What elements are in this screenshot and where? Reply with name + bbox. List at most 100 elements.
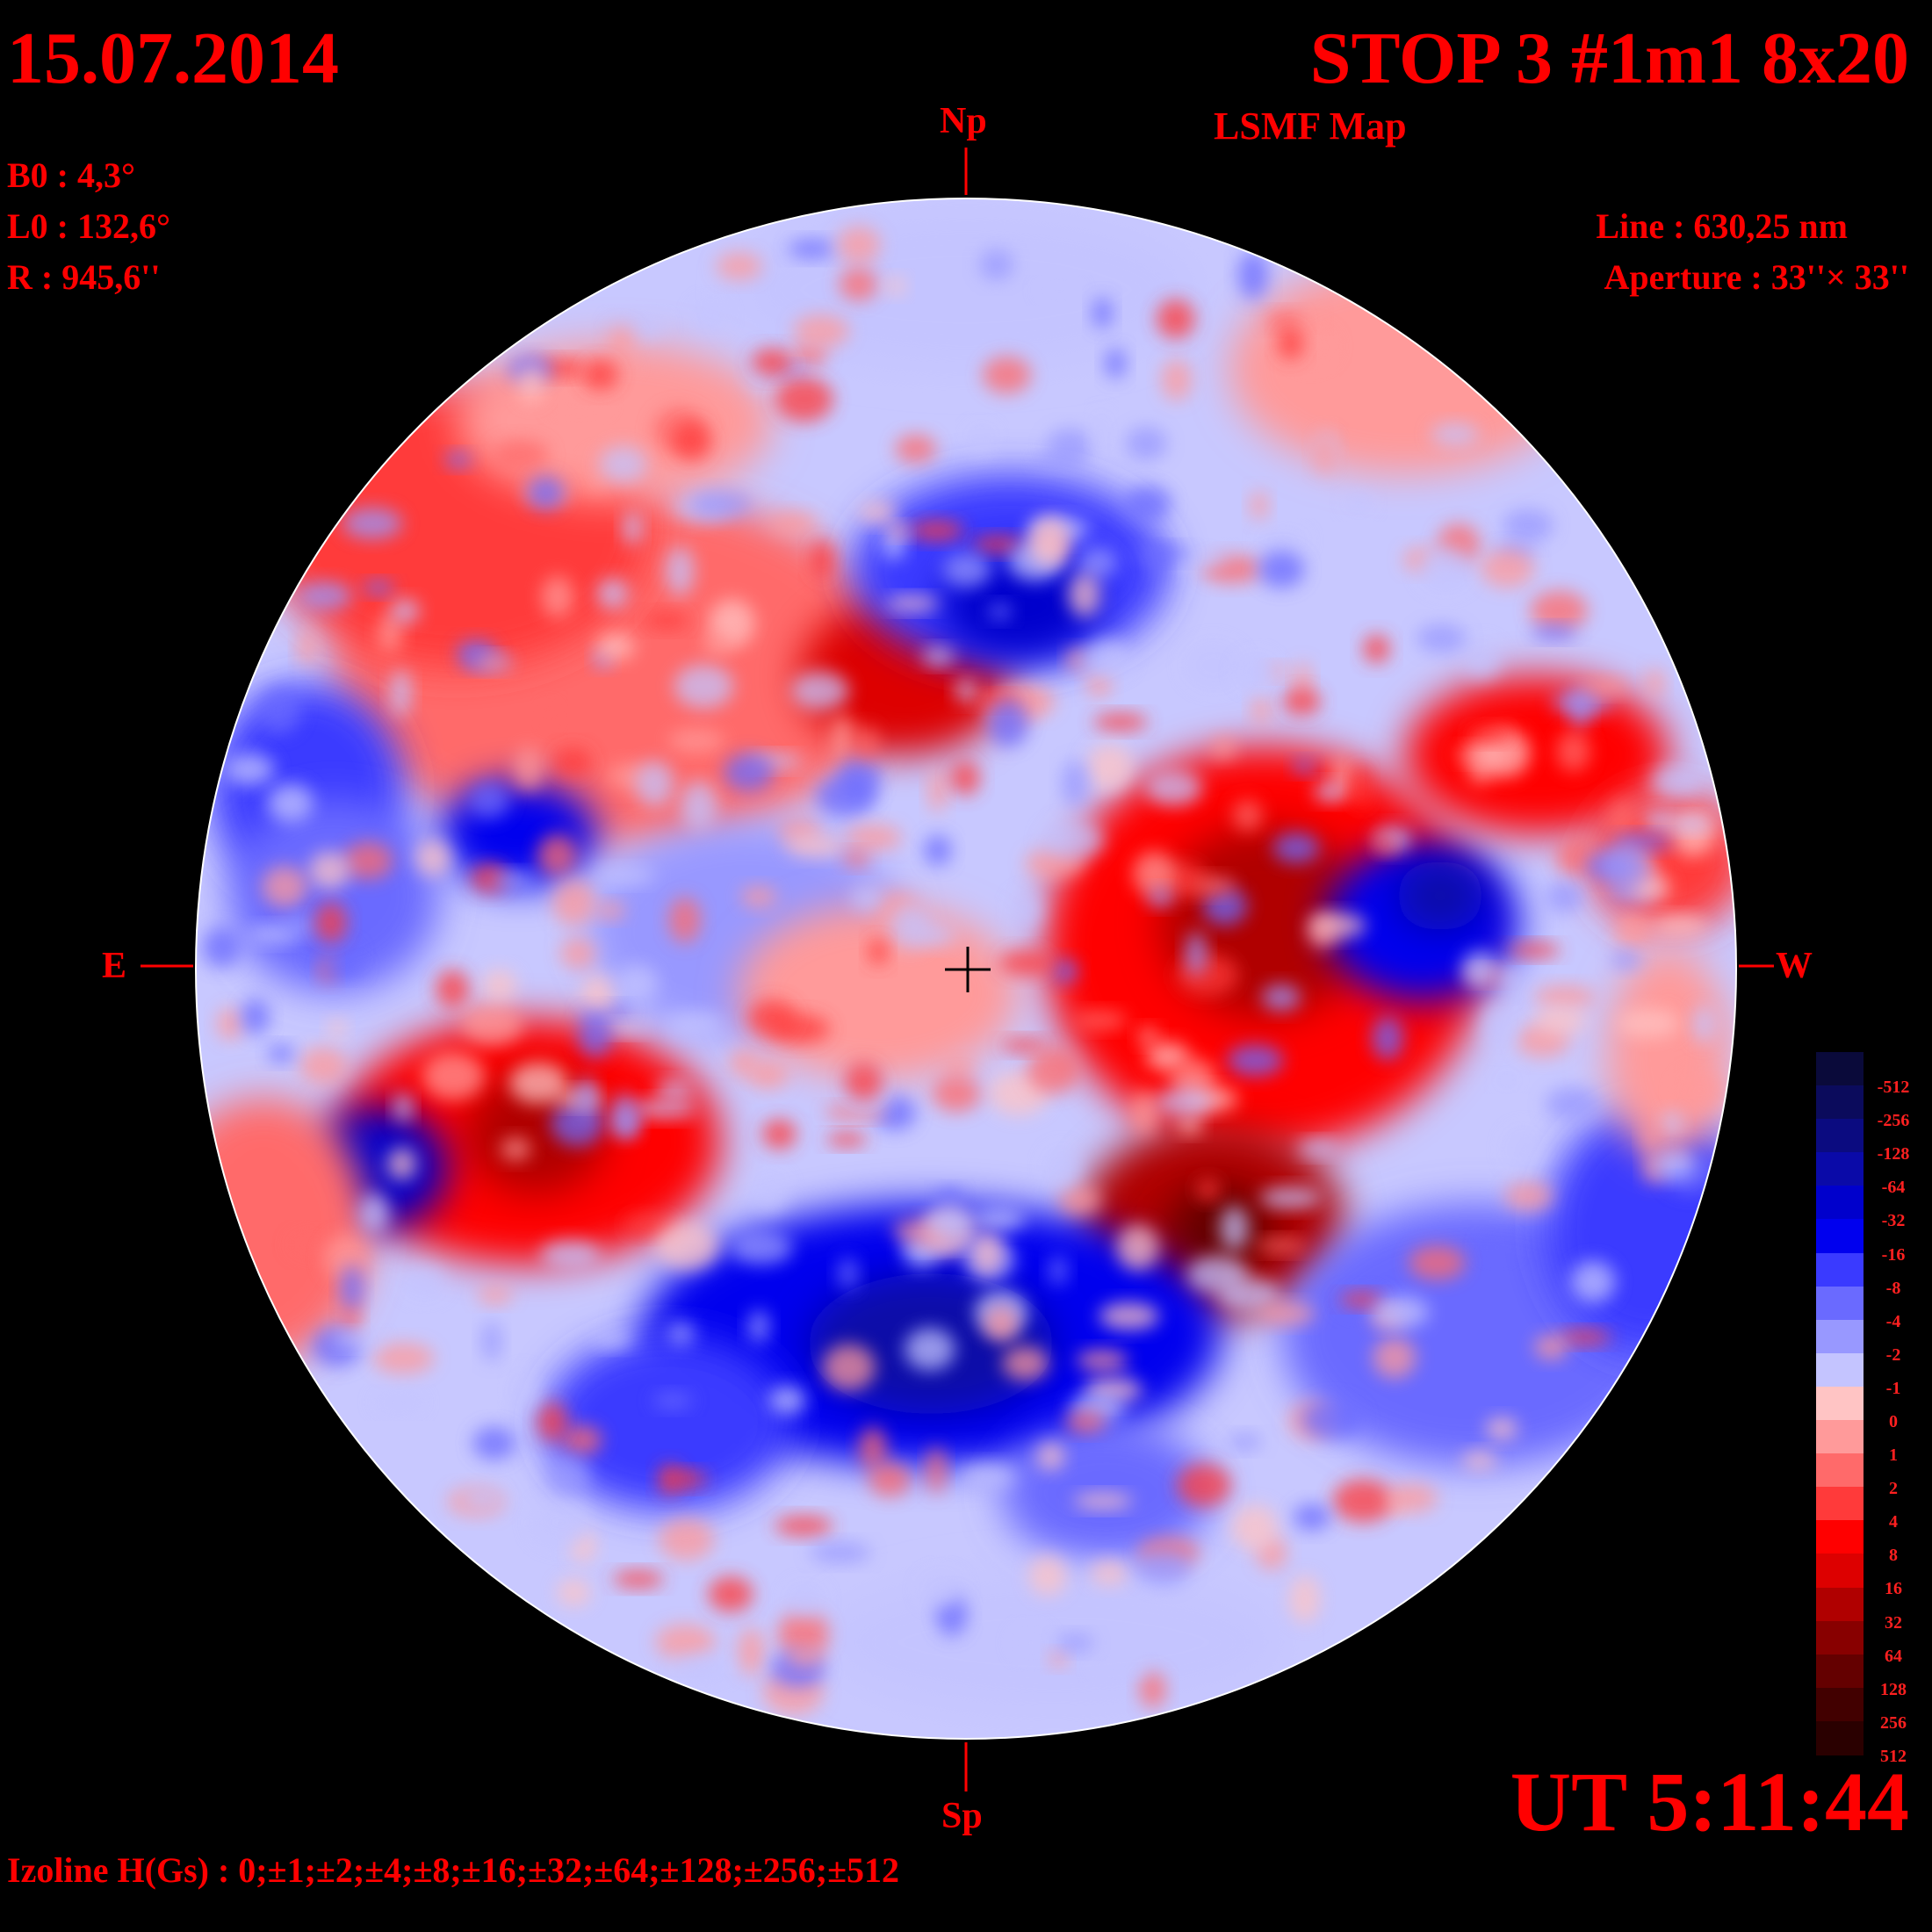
field-speckle xyxy=(615,964,659,1003)
field-speckle xyxy=(839,267,878,301)
field-speckle xyxy=(1409,1245,1466,1280)
field-speckle xyxy=(1073,1010,1128,1030)
field-speckle xyxy=(1503,508,1554,542)
legend-swatch xyxy=(1816,1687,1864,1722)
field-speckle xyxy=(1145,769,1203,806)
field-speckle xyxy=(1495,1072,1519,1088)
field-speckle xyxy=(435,970,470,1009)
legend-swatch xyxy=(1816,1420,1864,1455)
field-speckle xyxy=(850,885,884,912)
field-speckle xyxy=(791,671,849,710)
field-speckle xyxy=(477,1286,513,1305)
field-speckle xyxy=(1416,624,1467,653)
legend-label: 8 xyxy=(1889,1546,1898,1566)
field-speckle xyxy=(491,871,533,890)
field-speckle xyxy=(1196,1178,1220,1201)
legend-label: 512 xyxy=(1880,1746,1907,1766)
field-speckle xyxy=(461,1003,523,1046)
field-speckle xyxy=(987,602,1013,621)
field-speckle xyxy=(1046,428,1093,463)
legend-label: -64 xyxy=(1881,1178,1906,1198)
legend-label: -4 xyxy=(1885,1311,1901,1331)
field-speckle xyxy=(393,1092,413,1122)
field-speckle xyxy=(702,634,732,656)
field-speckle xyxy=(1610,949,1642,970)
field-speckle xyxy=(1090,1560,1128,1586)
field-speckle xyxy=(922,647,955,666)
field-speckle xyxy=(747,999,797,1037)
field-speckle xyxy=(481,970,517,1001)
field-speckle xyxy=(1230,1504,1279,1551)
field-speckle xyxy=(1177,1463,1231,1507)
field-speckle xyxy=(1072,1493,1133,1510)
field-speckle xyxy=(518,364,545,402)
field-speckle xyxy=(1641,1122,1661,1155)
universal-time: UT 5:11:44 xyxy=(1510,1755,1909,1849)
field-region xyxy=(228,799,439,992)
field-speckle xyxy=(445,451,472,468)
legend-swatch xyxy=(1816,1252,1864,1287)
field-speckle xyxy=(982,356,1031,394)
field-speckle xyxy=(1258,550,1305,588)
legend-label: 32 xyxy=(1885,1612,1902,1633)
field-speckle xyxy=(623,510,643,545)
field-speckle xyxy=(1056,1633,1094,1652)
field-speckle xyxy=(634,761,675,807)
field-speckle xyxy=(1577,678,1629,696)
field-speckle xyxy=(926,1446,946,1495)
param-l0: L0 : 132,6° xyxy=(7,206,170,246)
field-speckle xyxy=(943,1057,976,1075)
field-speckle xyxy=(1265,311,1303,330)
field-speckle xyxy=(1431,422,1480,446)
field-speckle xyxy=(1092,412,1111,456)
field-speckle xyxy=(373,1393,424,1412)
field-speckle xyxy=(540,703,559,728)
field-speckle xyxy=(530,1497,590,1547)
field-speckle xyxy=(1610,799,1634,840)
field-speckle xyxy=(297,629,316,667)
legend-swatch xyxy=(1816,1352,1864,1388)
field-speckle xyxy=(673,1655,731,1681)
field-speckle xyxy=(1654,1151,1695,1179)
axis-ticks xyxy=(141,148,1774,1791)
field-speckle xyxy=(607,324,636,358)
param-radius: R : 945,6'' xyxy=(7,257,161,297)
field-speckle xyxy=(723,753,775,792)
field-speckle xyxy=(1545,1086,1599,1121)
field-speckle xyxy=(1530,590,1588,631)
field-speckle xyxy=(549,394,610,415)
field-speckle xyxy=(740,886,777,908)
field-speckle xyxy=(1462,1451,1497,1470)
field-speckle xyxy=(942,551,991,588)
field-speckle xyxy=(1202,886,1248,926)
field-speckle xyxy=(1125,427,1167,461)
field-speckle xyxy=(1598,842,1651,887)
field-speckle xyxy=(652,1392,693,1409)
field-speckle xyxy=(299,1046,348,1085)
field-speckle xyxy=(1037,1442,1064,1471)
field-speckle xyxy=(1344,493,1374,513)
field-speckle xyxy=(728,1049,760,1078)
legend-swatch xyxy=(1816,1219,1864,1254)
legend-label: -1 xyxy=(1885,1378,1901,1398)
field-speckle xyxy=(1192,876,1235,896)
field-speckle xyxy=(390,669,412,717)
field-speckle xyxy=(1184,642,1243,688)
field-speckle xyxy=(1481,1004,1515,1049)
field-speckle xyxy=(1617,1008,1680,1038)
field-speckle xyxy=(592,1330,633,1349)
legend-swatch xyxy=(1816,1286,1864,1321)
field-speckle xyxy=(1301,1399,1363,1440)
field-speckle xyxy=(1002,1345,1049,1381)
legend-label: 1 xyxy=(1889,1445,1898,1466)
legend-label: 128 xyxy=(1880,1679,1907,1699)
field-speckle xyxy=(659,1518,715,1561)
field-speckle xyxy=(1212,737,1236,759)
field-speckle xyxy=(1238,250,1268,300)
field-speckle xyxy=(655,1222,719,1271)
field-speckle xyxy=(1013,1628,1049,1658)
field-speckle xyxy=(510,1371,537,1409)
field-speckle xyxy=(778,1610,829,1658)
field-speckle xyxy=(858,501,898,524)
field-speckle xyxy=(1293,759,1315,775)
